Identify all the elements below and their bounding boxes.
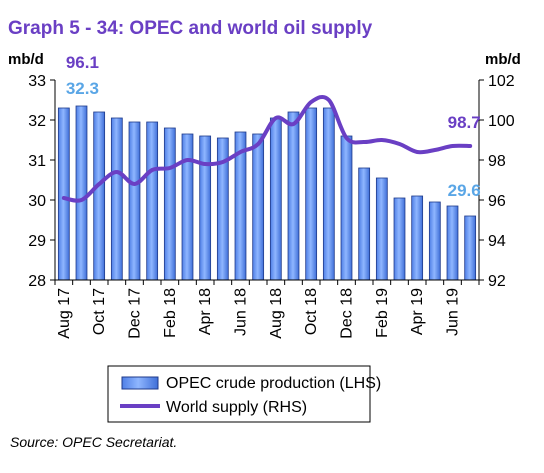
x-tick-label: Feb 18 <box>162 288 179 338</box>
bar-oct-17 <box>93 111 106 281</box>
bar-aug-17 <box>57 107 70 281</box>
line-group <box>61 94 473 203</box>
legend-label-world: World supply (RHS) <box>166 399 307 416</box>
bar-jan-18 <box>146 121 159 281</box>
bar-aug-18 <box>269 117 282 281</box>
bar-jan-19 <box>358 167 371 281</box>
chart-title: Graph 5 - 34: OPEC and world oil supply <box>8 18 373 39</box>
legend-bar-swatch <box>121 376 159 390</box>
right-tick-label: 92 <box>488 273 506 290</box>
x-tick-label: Feb 19 <box>374 288 391 338</box>
legend-box <box>107 365 371 423</box>
bar-apr-18 <box>199 135 212 281</box>
bar-mar-18 <box>181 133 194 281</box>
bar-apr-19 <box>411 195 424 281</box>
x-tick-label: Aug 17 <box>56 288 73 339</box>
x-tick-label: Jun 18 <box>233 288 250 336</box>
annotation-32-3: 32.3 <box>66 79 99 98</box>
bar-mar-19 <box>393 197 406 281</box>
left-axis-unit: mb/d <box>8 51 44 68</box>
x-tick-label: Dec 17 <box>127 288 144 339</box>
x-tick-label: Aug 18 <box>268 288 285 339</box>
left-tick-label: 33 <box>28 73 46 90</box>
bar-jul-19 <box>464 215 477 281</box>
bar-oct-18 <box>305 107 318 281</box>
left-tick-label: 31 <box>28 153 46 170</box>
right-tick-label: 96 <box>488 193 506 210</box>
bar-sep-18 <box>287 111 300 281</box>
right-tick-label: 100 <box>488 113 515 130</box>
bar-dec-18 <box>340 135 353 281</box>
bar-nov-17 <box>110 117 123 281</box>
x-tick-label: Dec 18 <box>339 288 356 339</box>
annotation-96-1: 96.1 <box>66 53 99 72</box>
annotation-group: 96.1 32.3 98.7 29.6 <box>66 53 481 200</box>
right-tick-label: 102 <box>488 73 515 90</box>
legend-label-opec: OPEC crude production (LHS) <box>166 375 381 392</box>
left-tick-label: 28 <box>28 273 46 290</box>
bar-dec-17 <box>128 121 141 281</box>
world-supply-line <box>61 94 473 203</box>
bar-group <box>57 105 477 281</box>
x-tick-label: Apr 18 <box>197 288 214 335</box>
x-tick-label: Apr 19 <box>409 288 426 335</box>
left-tick-label: 30 <box>28 193 46 210</box>
source-note: Source: OPEC Secretariat. <box>10 434 177 450</box>
annotation-98-7: 98.7 <box>448 113 481 132</box>
axes: 28 29 30 31 32 33 92 94 96 98 100 102 Aug 17 Oct 17 De… <box>28 73 515 339</box>
x-tick-label: Oct 17 <box>91 288 108 335</box>
left-tick-label: 29 <box>28 233 46 250</box>
bar-feb-18 <box>163 127 176 281</box>
bar-may-19 <box>428 201 441 281</box>
bar-sep-17 <box>75 105 88 281</box>
legend: OPEC crude production (LHS) World supply… <box>107 365 381 423</box>
right-tick-label: 94 <box>488 233 506 250</box>
bar-jul-18 <box>252 133 265 281</box>
left-tick-label: 32 <box>28 113 46 130</box>
x-tick-label: Oct 18 <box>303 288 320 335</box>
right-axis-unit: mb/d <box>485 51 521 68</box>
x-tick-label: Jun 19 <box>445 288 462 336</box>
bar-nov-18 <box>322 107 335 281</box>
right-tick-label: 98 <box>488 153 506 170</box>
annotation-29-6: 29.6 <box>448 181 481 200</box>
bar-jun-19 <box>446 205 459 281</box>
bar-feb-19 <box>375 177 388 281</box>
